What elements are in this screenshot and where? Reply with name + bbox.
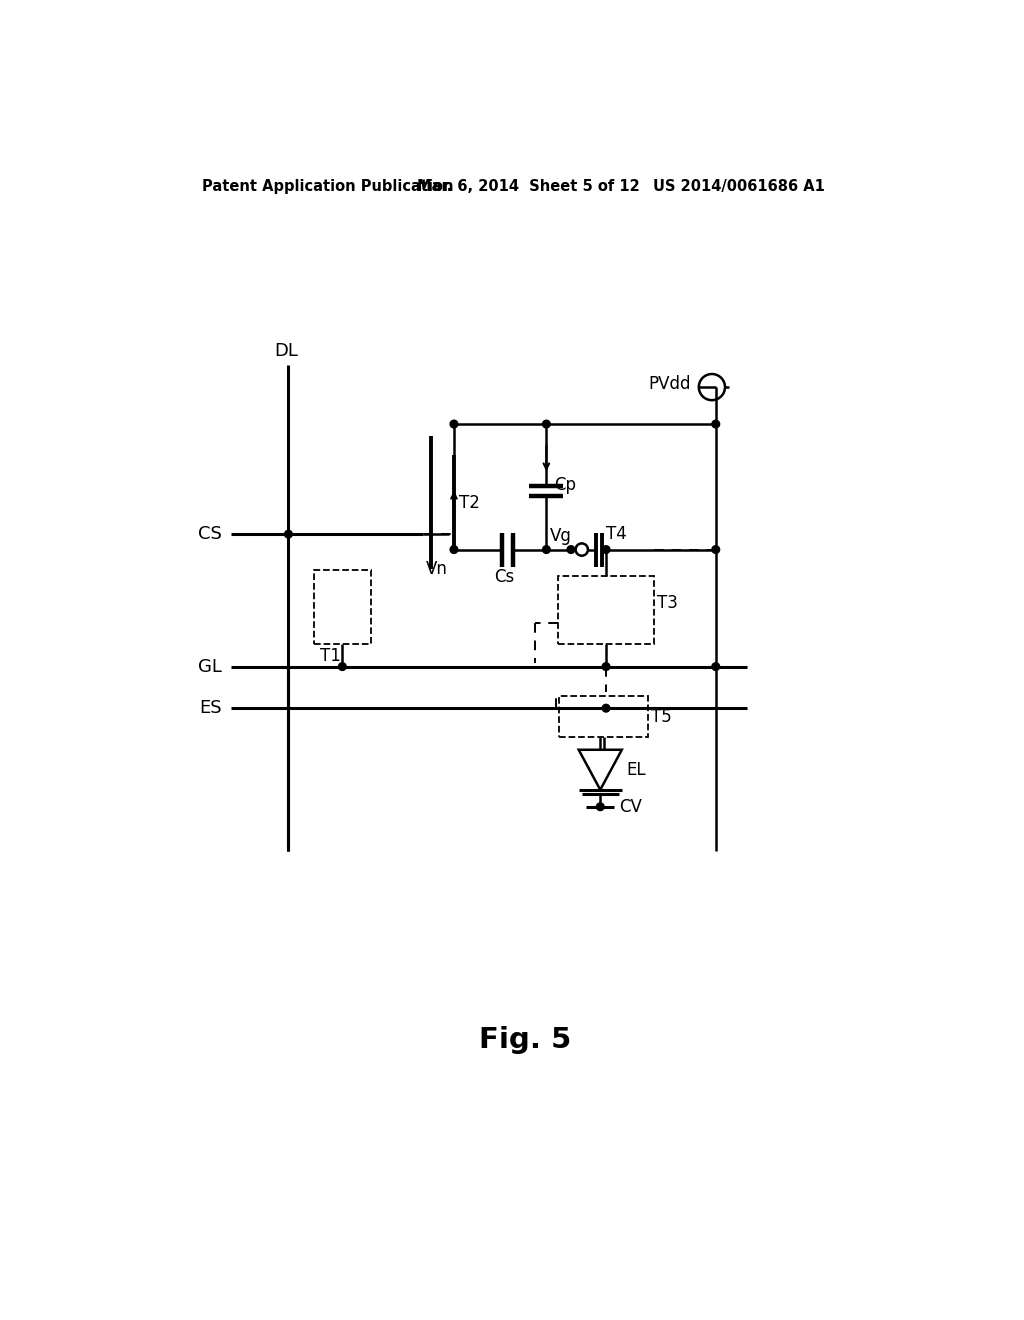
Text: PVdd: PVdd bbox=[649, 375, 691, 393]
Bar bbox=[558, 576, 654, 644]
Text: T2: T2 bbox=[459, 494, 479, 512]
Circle shape bbox=[712, 545, 720, 553]
Text: CV: CV bbox=[618, 797, 642, 816]
Text: EL: EL bbox=[627, 760, 646, 779]
Circle shape bbox=[602, 705, 610, 711]
Circle shape bbox=[339, 663, 346, 671]
Circle shape bbox=[543, 420, 550, 428]
Circle shape bbox=[285, 531, 292, 539]
Bar bbox=[313, 570, 371, 644]
Text: Mar. 6, 2014  Sheet 5 of 12: Mar. 6, 2014 Sheet 5 of 12 bbox=[417, 180, 640, 194]
Text: T4: T4 bbox=[606, 525, 627, 543]
Text: US 2014/0061686 A1: US 2014/0061686 A1 bbox=[652, 180, 824, 194]
Text: T1: T1 bbox=[319, 647, 341, 665]
Circle shape bbox=[451, 420, 458, 428]
Text: T5: T5 bbox=[651, 708, 672, 726]
Text: DL: DL bbox=[274, 342, 298, 360]
Bar bbox=[559, 696, 648, 738]
Text: CS: CS bbox=[198, 525, 221, 543]
Text: Fig. 5: Fig. 5 bbox=[478, 1026, 571, 1055]
Circle shape bbox=[602, 545, 610, 553]
Text: Cp: Cp bbox=[554, 477, 577, 494]
Circle shape bbox=[602, 663, 610, 671]
Text: Cs: Cs bbox=[494, 568, 514, 586]
Circle shape bbox=[712, 663, 720, 671]
Text: Vg: Vg bbox=[550, 527, 571, 545]
Circle shape bbox=[567, 545, 574, 553]
Circle shape bbox=[712, 420, 720, 428]
Text: Vn: Vn bbox=[426, 560, 447, 578]
Text: T3: T3 bbox=[657, 594, 678, 612]
Circle shape bbox=[543, 545, 550, 553]
Text: ES: ES bbox=[199, 700, 221, 717]
Circle shape bbox=[451, 545, 458, 553]
Text: GL: GL bbox=[198, 657, 221, 676]
Text: Patent Application Publication: Patent Application Publication bbox=[202, 180, 454, 194]
Circle shape bbox=[596, 803, 604, 810]
